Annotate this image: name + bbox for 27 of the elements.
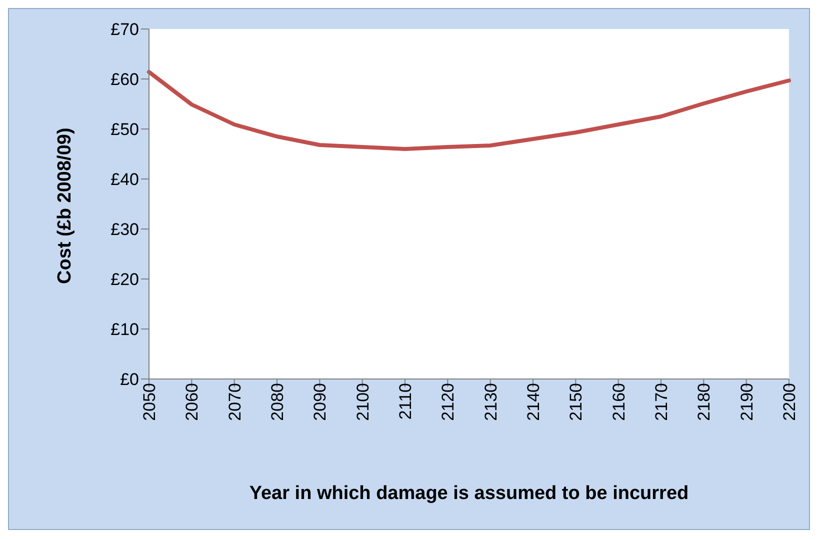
y-tick-label: £0 — [120, 370, 139, 390]
y-tick-label: £70 — [110, 20, 139, 40]
x-axis-title: Year in which damage is assumed to be incurred — [249, 483, 689, 504]
y-tick-label: £10 — [110, 320, 139, 340]
x-tick-label: 2050 — [140, 383, 160, 421]
x-tick-label: 2180 — [694, 383, 714, 421]
y-tick-label: £50 — [110, 120, 139, 140]
x-tick-label: 2200 — [780, 383, 800, 421]
x-tick-label: 2190 — [737, 383, 756, 421]
x-tick-label: 2170 — [652, 383, 672, 421]
y-tick-label: £20 — [110, 270, 139, 290]
y-axis-title: Cost (£b 2008/09) — [54, 128, 76, 284]
x-tick-label: 2110 — [396, 383, 416, 420]
x-tick-label: 2120 — [438, 383, 458, 421]
x-tick-label: 2070 — [225, 383, 244, 421]
y-tick-label: £60 — [110, 70, 139, 90]
x-tick-label: 2090 — [310, 383, 330, 421]
y-tick-label: £40 — [110, 170, 139, 190]
x-tick-label: 2140 — [524, 383, 544, 421]
x-tick-label: 2160 — [609, 383, 628, 421]
line-series — [147, 70, 791, 151]
x-tick-label: 2150 — [566, 383, 586, 421]
y-tick-label: £30 — [110, 220, 139, 240]
x-tick-label: 2060 — [182, 383, 202, 421]
x-tick-label: 2130 — [481, 383, 500, 421]
x-tick-label: 2080 — [268, 383, 288, 421]
x-tick-label: 2100 — [353, 383, 372, 421]
